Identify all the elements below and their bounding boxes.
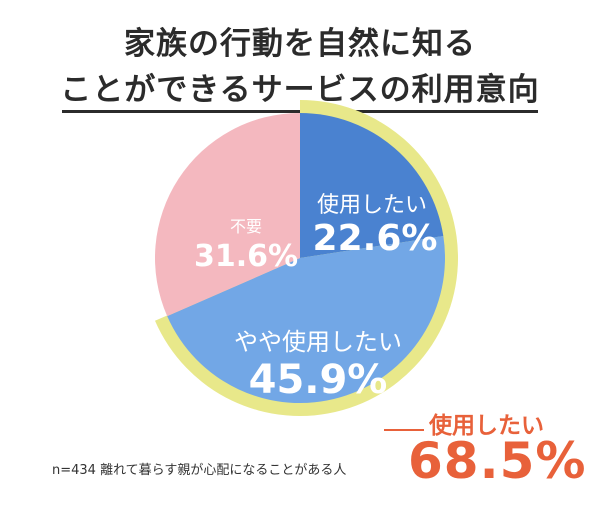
label-not-needed-value: 31.6% <box>194 239 298 274</box>
chart-title-line-1: 家族の行動を自然に知る <box>124 26 476 62</box>
label-use-value: 22.6% <box>313 218 438 259</box>
label-not-needed-name: 不要 <box>230 217 262 236</box>
label-use-name: 使用したい <box>317 193 427 218</box>
highlight-value: 68.5% <box>408 432 587 490</box>
label-somewhat-use-name: やや使用したい <box>234 328 402 356</box>
label-somewhat-use-value: 45.9% <box>249 357 388 403</box>
slice-not-needed <box>155 113 300 317</box>
slice-somewhat-use <box>167 236 445 404</box>
chart-title-line-2: ことができるサービスの利用意向 <box>60 72 540 108</box>
highlight-label: 使用したい <box>429 413 544 439</box>
highlight-leader-line <box>384 429 424 431</box>
slice-use <box>300 113 444 258</box>
sample-note: n=434 離れて暮らす親が心配になることがある人 <box>52 463 347 478</box>
